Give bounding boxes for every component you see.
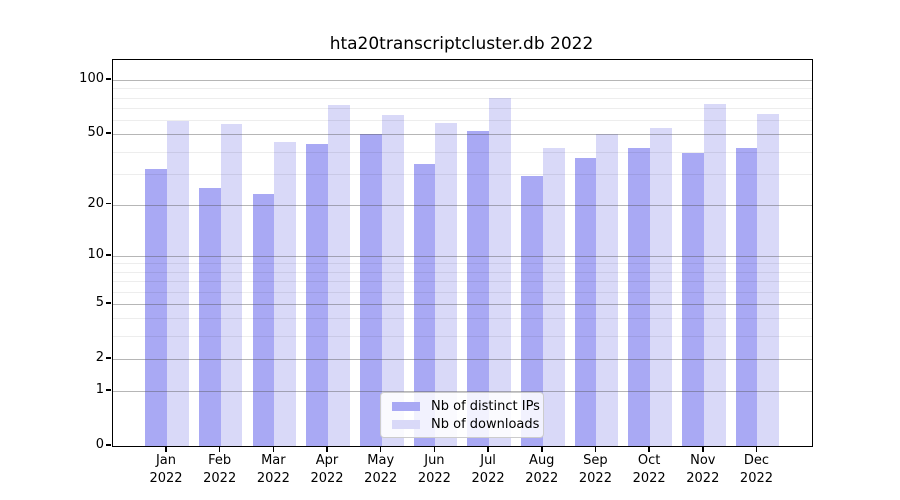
bar-downloads-sep [596,134,619,446]
x-axis-tick-mark [755,446,758,452]
legend-entry-downloads: Nb of downloads [387,415,540,433]
x-axis-tick-mark [594,446,597,452]
bar-distinct-ips-oct [628,147,651,446]
bar-distinct-ips-nov [682,153,704,446]
bar-distinct-ips-dec [735,147,758,446]
gridline-major [113,358,812,360]
gridline-major [113,80,812,81]
gridline-major [113,255,812,257]
x-axis-tick-label-jan: Jan 2022 [149,453,183,486]
x-axis-tick-label-feb: Feb 2022 [203,453,237,486]
bar-downloads-jun [435,122,458,446]
y-axis-tick-mark [106,302,111,304]
y-axis-tick-label: 0 [95,437,104,452]
y-axis-tick-mark [106,357,111,359]
bar-downloads-mar [274,142,297,446]
bar-downloads-apr [328,104,350,446]
x-axis-tick-mark [218,446,221,452]
bar-distinct-ips-aug [520,176,543,446]
y-axis-tick-mark [106,78,111,80]
y-axis-tick-mark [106,202,111,205]
gridline-minor [113,88,812,90]
x-axis-tick-label-sep: Sep 2022 [578,453,612,486]
bar-distinct-ips-jul [467,131,490,446]
gridline-major [113,303,812,305]
x-axis-tick-label-jul: Jul 2022 [471,453,505,486]
gridline-minor [113,291,812,293]
bar-distinct-ips-feb [198,187,221,446]
bar-downloads-dec [757,113,780,446]
x-axis-tick-mark [487,446,489,452]
gridline-minor [113,336,812,338]
y-axis-tick-label: 5 [95,294,104,310]
bar-distinct-ips-jan [145,168,167,446]
x-axis-tick-label-apr: Apr 2022 [310,453,344,486]
bar-downloads-feb [220,123,243,446]
y-axis-tick-mark [106,132,111,134]
bar-downloads-nov [703,103,726,446]
bar-downloads-aug [542,147,565,446]
gridline-minor [113,263,812,265]
gridline-minor [113,107,812,109]
bar-distinct-ips-jun [413,164,436,446]
y-axis-tick-label: 2 [95,349,104,365]
y-axis-tick-mark [106,254,111,256]
bar-distinct-ips-sep [574,157,597,446]
x-axis-tick-label-dec: Dec 2022 [739,453,774,486]
x-axis-tick-label-mar: Mar 2022 [256,453,290,486]
x-axis-tick-label-oct: Oct 2022 [632,453,666,486]
y-axis-tick-label: 1 [95,382,104,398]
x-axis-tick-mark [272,446,275,452]
x-axis-tick-label-aug: Aug 2022 [525,453,559,486]
legend: Nb of distinct IPs Nb of downloads [380,392,544,438]
x-axis-tick-mark [165,446,167,452]
x-axis-tick-mark [326,446,328,452]
x-axis-tick-mark [702,446,704,452]
gridline-minor [113,119,812,121]
gridline-minor [113,271,812,273]
bar-distinct-ips-apr [306,144,329,446]
gridline-minor [113,173,812,175]
legend-label-distinct-ips: Nb of distinct IPs [431,398,540,414]
gridline-major [113,391,812,393]
x-axis-tick-mark [379,446,382,452]
x-axis-tick-label-may: May 2022 [364,453,398,486]
bar-downloads-jan [167,121,189,446]
gridline-major [113,134,812,136]
gridline-minor [113,97,812,99]
bar-downloads-oct [650,128,672,446]
x-axis-tick-label-nov: Nov 2022 [686,453,720,486]
legend-label-downloads: Nb of downloads [431,416,540,432]
gridline-minor [113,151,812,153]
plot-area: Nb of distinct IPs Nb of downloads [112,59,813,447]
bar-distinct-ips-mar [252,193,275,446]
x-axis-tick-label-jun: Jun 2022 [417,453,451,486]
gridline-major [113,204,812,206]
bar-downloads-may [381,114,404,446]
y-axis-tick-mark [106,389,111,391]
y-axis-tick-mark [106,444,111,446]
gridline-minor [113,318,812,320]
y-axis-tick-label: 100 [79,71,104,86]
gridline-minor [113,281,812,283]
chart-title: hta20transcriptcluster.db 2022 [329,34,594,54]
y-axis-tick-label: 50 [87,125,104,141]
y-axis-tick-label: 20 [87,195,104,211]
legend-entry-distinct-ips: Nb of distinct IPs [387,397,540,415]
bar-distinct-ips-may [359,134,382,446]
legend-swatch-distinct-ips [392,401,420,411]
legend-swatch-downloads [392,419,420,429]
y-axis-tick-label: 10 [87,246,104,262]
x-axis-tick-mark [648,446,650,452]
x-axis-tick-mark [541,446,543,452]
bar-downloads-jul [489,98,511,446]
x-axis-tick-mark [433,446,436,452]
